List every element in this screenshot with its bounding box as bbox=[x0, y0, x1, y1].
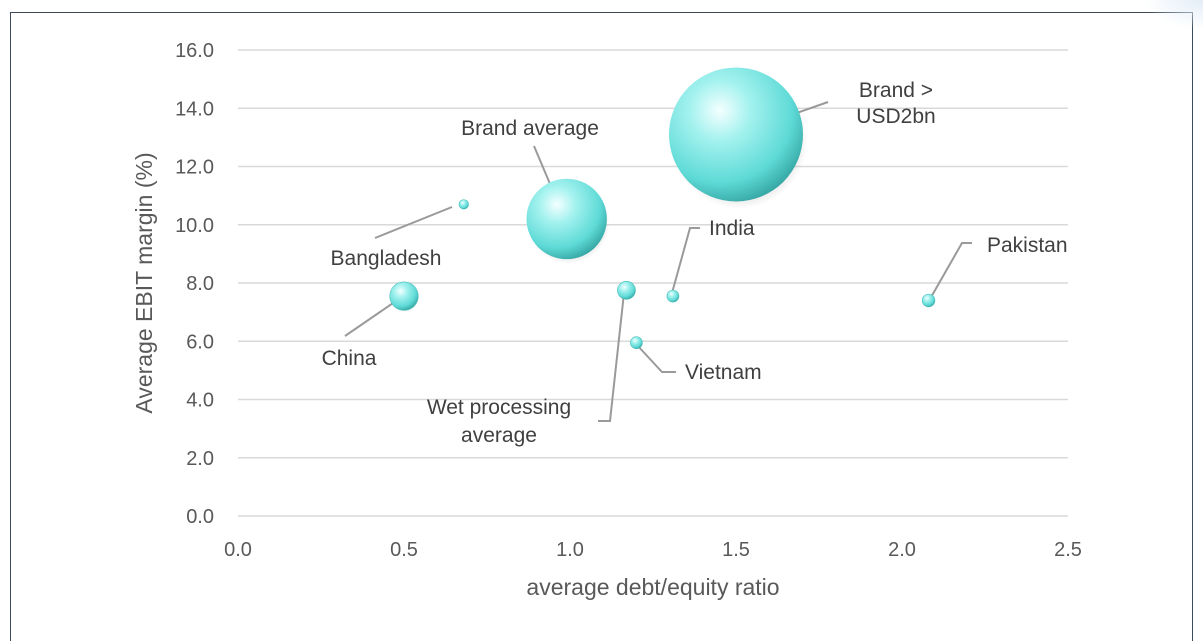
point-label: China bbox=[322, 347, 377, 370]
leader-line bbox=[598, 292, 625, 422]
x-axis-title: average debt/equity ratio bbox=[526, 574, 779, 600]
tick-labels: 0.0 2.0 4.0 6.0 8.0 10.0 12.0 14.0 16.0 0.0 0.5 1.0… bbox=[175, 40, 1082, 561]
bubbles bbox=[389, 67, 936, 350]
x-tick-label: 0.0 bbox=[224, 539, 252, 561]
y-tick-label: 2.0 bbox=[186, 448, 214, 470]
bubble bbox=[458, 199, 469, 210]
point-label: Bangladesh bbox=[331, 247, 442, 270]
leader-line bbox=[929, 242, 972, 300]
leader-line bbox=[671, 227, 700, 294]
point-label: Vietnam bbox=[685, 361, 762, 384]
leader-line bbox=[344, 300, 397, 337]
x-tick-label: 2.0 bbox=[888, 539, 916, 561]
y-tick-label: 6.0 bbox=[186, 331, 214, 353]
bubble bbox=[921, 293, 936, 308]
point-label: Wet processing average bbox=[427, 396, 571, 447]
annotations: Brand > USD2bn Brand average Bangladesh Chin… bbox=[322, 79, 1068, 447]
point-label: India bbox=[709, 217, 755, 240]
point-label: Brand average bbox=[461, 117, 599, 140]
x-tick-label: 0.5 bbox=[390, 539, 418, 561]
bubble bbox=[526, 178, 607, 260]
gridlines bbox=[238, 49, 1068, 517]
y-tick-label: 10.0 bbox=[175, 215, 214, 237]
leader-line bbox=[636, 344, 676, 373]
chart-frame bbox=[10, 12, 1193, 641]
x-tick-label: 1.0 bbox=[556, 539, 584, 561]
y-tick-label: 14.0 bbox=[175, 98, 214, 120]
point-label: Brand > USD2bn bbox=[856, 79, 935, 128]
point-label: Pakistan bbox=[987, 234, 1068, 257]
leader-line bbox=[374, 206, 453, 239]
bubble bbox=[389, 281, 419, 311]
y-axis-title: Average EBIT margin (%) bbox=[131, 152, 157, 413]
y-tick-label: 4.0 bbox=[186, 390, 214, 412]
y-tick-label: 8.0 bbox=[186, 273, 214, 295]
corner-decoration bbox=[1143, 0, 1203, 30]
y-tick-label: 16.0 bbox=[175, 40, 214, 62]
bubble bbox=[666, 289, 680, 303]
y-tick-label: 12.0 bbox=[175, 157, 214, 179]
x-tick-label: 2.5 bbox=[1054, 539, 1082, 561]
x-tick-label: 1.5 bbox=[722, 539, 750, 561]
y-tick-label: 0.0 bbox=[186, 506, 214, 528]
bubble bbox=[669, 67, 803, 202]
bubble bbox=[617, 280, 636, 300]
bubble bbox=[630, 336, 643, 349]
